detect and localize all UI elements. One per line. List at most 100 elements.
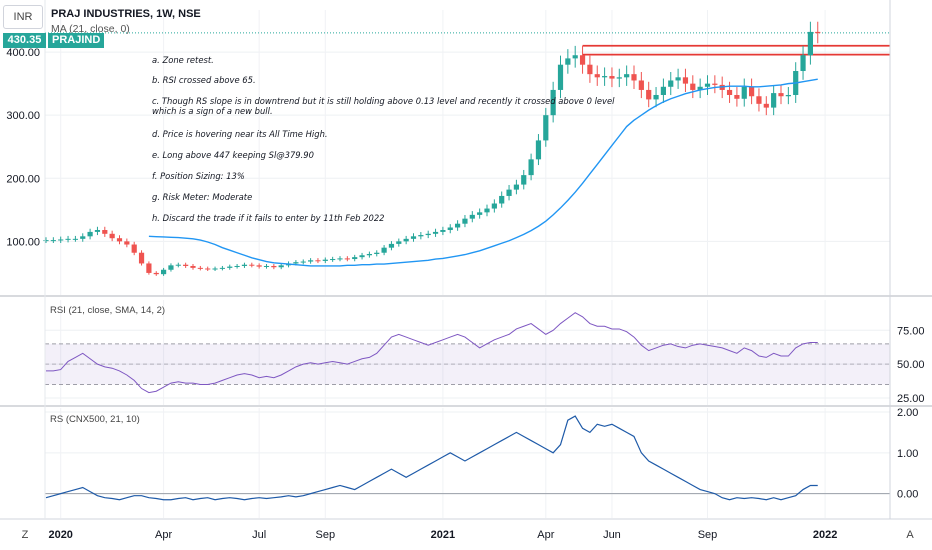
candle-body — [484, 208, 490, 213]
candle-body — [455, 223, 461, 228]
candle-body — [102, 230, 108, 234]
note-c: c. Though RS slope is in downtrend but i… — [152, 96, 615, 116]
candle-body — [116, 238, 123, 242]
candle-body — [499, 195, 505, 204]
candle-body — [594, 74, 600, 78]
candle-body — [396, 241, 402, 244]
candle-body — [352, 257, 358, 260]
rsi-line — [46, 312, 818, 394]
candle-body — [381, 247, 387, 253]
x-tick-label: Jul — [252, 529, 266, 541]
x-tick-label: Apr — [537, 529, 554, 541]
candle-body — [146, 263, 152, 273]
auto-scale-button[interactable]: A — [906, 529, 914, 541]
candle-body — [565, 58, 571, 65]
candle-body — [109, 233, 115, 239]
candle-body — [359, 255, 365, 258]
candle-body — [697, 86, 703, 90]
candle-body — [609, 76, 615, 79]
candle-body — [190, 265, 196, 268]
candle-body — [807, 31, 813, 56]
candle-body — [477, 212, 483, 215]
rs-tick-label: 0.00 — [897, 489, 918, 501]
note-a: a. Zone retest. — [152, 55, 214, 65]
candle-body — [447, 227, 453, 231]
candle-body — [300, 261, 306, 263]
note-h: h. Discard the trade if it fails to ente… — [152, 213, 385, 223]
currency-button[interactable]: INR — [3, 5, 43, 29]
candle-body — [579, 55, 586, 65]
candle-body — [175, 264, 181, 266]
candle-body — [322, 259, 328, 261]
y-axis-labels: 100.00 200.00 300.00 400.00 25.00 50.00 75.00 0… — [6, 47, 924, 501]
candle-body — [469, 214, 475, 219]
candle-body — [374, 252, 380, 254]
candle-body — [462, 218, 468, 224]
candle-body — [153, 272, 159, 275]
x-tick-label: 2022 — [813, 529, 837, 541]
candle-body — [234, 265, 240, 267]
rs-line — [45, 415, 818, 501]
candle-body — [572, 55, 578, 59]
candle-body — [734, 94, 740, 99]
candle-body — [410, 236, 417, 239]
candle-body — [528, 159, 534, 176]
candle-body — [330, 259, 336, 261]
x-tick-label: Sep — [698, 529, 718, 541]
candle-body — [726, 89, 733, 95]
candle-body — [58, 239, 64, 241]
rs-pane-title: RS (CNX500, 21, 10) — [50, 414, 140, 425]
symbol-tag: PRAJIND — [48, 33, 105, 48]
candle-body — [675, 77, 681, 81]
candle-body — [263, 265, 270, 267]
candle-body — [205, 268, 211, 270]
candle-body — [778, 93, 784, 97]
candle-body — [660, 86, 666, 95]
candle-body — [418, 235, 424, 237]
candle-body — [616, 77, 622, 79]
candle-body — [425, 233, 431, 236]
candle-body — [535, 140, 542, 160]
x-tick-label: 2021 — [431, 529, 455, 541]
note-e: e. Long above 447 keeping Sl@379.90 — [152, 150, 314, 160]
price-tick-label: 400.00 — [6, 47, 40, 59]
candle-body — [668, 80, 674, 87]
candle-body — [219, 267, 225, 269]
last-price-tag: 430.35 — [3, 33, 46, 48]
candle-body — [293, 262, 299, 264]
candle-body — [183, 264, 189, 266]
candle-body — [491, 203, 497, 209]
note-g: g. Risk Meter: Moderate — [152, 192, 253, 202]
x-tick-label: 2020 — [48, 529, 72, 541]
ma-line — [148, 78, 818, 267]
candle-body — [388, 243, 395, 248]
candle-body — [197, 267, 203, 269]
candle-body — [506, 189, 512, 196]
candle-body — [138, 252, 145, 264]
rs-tick-label: 1.00 — [897, 448, 918, 460]
candle-body — [50, 240, 56, 242]
candle-body — [712, 83, 718, 85]
candle-body — [682, 77, 689, 84]
note-f: f. Position Sizing: 13% — [152, 171, 245, 181]
candle-body — [72, 238, 78, 240]
candle-body — [602, 76, 608, 78]
candle-body — [653, 94, 659, 100]
candle-body — [756, 96, 762, 104]
candle-body — [344, 258, 350, 260]
candle-body — [94, 230, 101, 232]
candle-body — [249, 264, 255, 266]
candle-body — [785, 94, 791, 97]
candle-body — [557, 64, 564, 90]
candle-body — [212, 268, 218, 270]
ma-indicator-label: MA (21, close, 0) — [51, 23, 130, 35]
candle-body — [513, 184, 519, 190]
x-axis-labels: 2020 Apr Jul Sep 2021 Apr Jun Sep 2022 — [48, 529, 837, 541]
rsi-tick-label: 25.00 — [897, 393, 925, 405]
candle-body — [227, 266, 233, 268]
candle-body — [741, 86, 747, 99]
candle-body — [704, 83, 711, 87]
zoom-button[interactable]: Z — [21, 529, 29, 541]
candle-body — [624, 74, 630, 78]
rsi-band — [45, 343, 890, 495]
